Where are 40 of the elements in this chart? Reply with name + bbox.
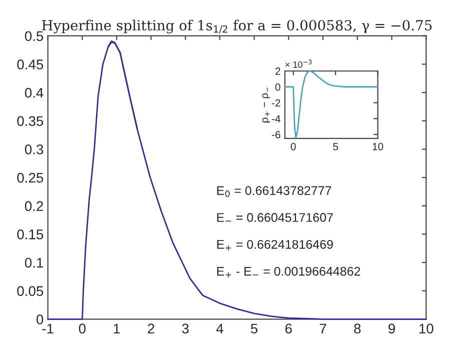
y-tick-label: -4 xyxy=(272,115,280,122)
x-tick-label: 10 xyxy=(372,142,384,150)
x-tick-label: 3 xyxy=(182,324,189,334)
chart-title: Hyperfine splitting of 1s$_{1/2}$ for a = 0.000583, γ = −0.75 xyxy=(42,20,432,34)
x-tick-label: -1 xyxy=(42,324,54,334)
y-tick-label: 0.5 xyxy=(24,31,44,42)
annotation: E$_{+}$ = 0.66241816469 xyxy=(217,240,333,251)
y-tick-label: 2 xyxy=(275,68,280,75)
x-tick-label: 5 xyxy=(333,143,338,150)
x-tick-label: 9 xyxy=(388,324,395,334)
x-tick-label: 5 xyxy=(250,324,258,334)
y-axis-title: ρ$_{+}$ − ρ$_{−}$ xyxy=(262,87,270,122)
x-tick-label: 0 xyxy=(78,324,86,334)
x-tick-label: 2 xyxy=(148,324,154,334)
line-series xyxy=(284,70,378,138)
line-series xyxy=(107,40,138,130)
x-tick-label: 6 xyxy=(285,324,292,334)
y-tick-label: -2 xyxy=(272,99,280,107)
y-tick-label: 0 xyxy=(36,314,44,324)
y-tick-label: 0.15 xyxy=(17,229,44,240)
y-tick-label: 0.2 xyxy=(24,201,44,211)
x-tick-label: 1 xyxy=(114,324,120,334)
x-tick-label: 8 xyxy=(354,324,361,334)
y-tick-label: 0.35 xyxy=(17,116,44,126)
y-tick-label: 0.1 xyxy=(24,258,44,268)
x-tick-label: 4 xyxy=(216,324,224,334)
annotation: E$_{0}$ = 0.66143782777 xyxy=(217,186,332,198)
y-tick-label: 0.45 xyxy=(17,60,44,70)
y-tick-label: 0.05 xyxy=(17,286,44,296)
y-tick-label: 0.3 xyxy=(24,144,44,154)
x-tick-label: 7 xyxy=(320,324,326,334)
x-tick-label: 10 xyxy=(419,324,434,334)
y-tick-label: -6 xyxy=(272,130,280,138)
annotation: E$_{+}$ - E$_{−}$ = 0.00196644862 xyxy=(217,266,360,278)
y-tick-label: 0 xyxy=(275,83,280,91)
y-tick-label: 0.25 xyxy=(17,172,44,183)
y-tick-label: 0.4 xyxy=(24,88,44,98)
annotation: × 10$^{−3}$ xyxy=(286,60,312,68)
annotation: E$_{−}$ = 0.66045171607 xyxy=(217,213,333,222)
x-tick-label: 0 xyxy=(290,142,296,150)
